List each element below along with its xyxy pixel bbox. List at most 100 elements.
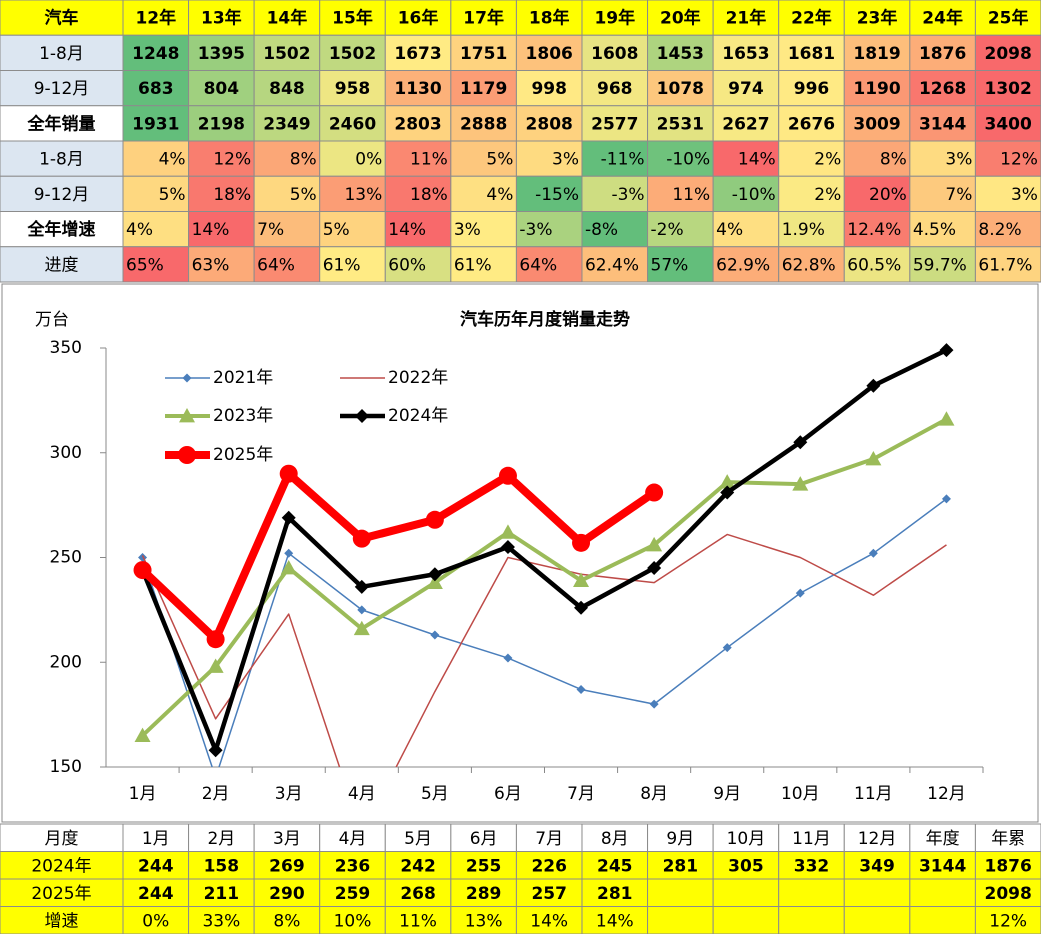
cell-text: 11% [410, 150, 448, 170]
cell-text: 4% [716, 220, 743, 240]
row-label: 9-12月 [34, 185, 90, 205]
header-cell [253, 823, 321, 852]
table-cell [0, 105, 124, 142]
cell-text: 1673 [394, 44, 441, 64]
table-cell [319, 34, 386, 71]
cell-text: 62.4% [585, 255, 639, 275]
marker [498, 466, 517, 485]
row-label: 全年增速 [27, 219, 96, 240]
cell-text: 3% [945, 150, 972, 170]
table-cell [974, 105, 1041, 142]
cell-text: 18% [213, 185, 251, 205]
header-cell [909, 0, 976, 36]
table-cell [647, 34, 714, 71]
chart-frame [1, 283, 1039, 823]
table-cell [581, 246, 649, 283]
marker [206, 630, 225, 649]
header-cell [778, 823, 845, 852]
table-cell [253, 246, 321, 283]
y-tick-label: 200 [50, 652, 82, 672]
x-tick-label: 1月 [129, 784, 157, 804]
table-cell [647, 878, 714, 907]
header-text: 15年 [332, 8, 373, 29]
table-cell [843, 906, 911, 934]
table-cell [778, 878, 845, 907]
cell-text: 996 [794, 79, 830, 99]
header-cell [843, 0, 911, 36]
cell-text: 8.2% [978, 220, 1021, 240]
legend-label: 2023年 [213, 406, 273, 426]
marker [868, 548, 878, 558]
table-cell [384, 140, 452, 177]
header-cell [647, 0, 714, 36]
cell-text: 0% [355, 150, 382, 170]
header-text: 7月 [535, 829, 563, 849]
table-cell [712, 140, 780, 177]
cell-text: 1931 [132, 114, 179, 134]
table-cell [384, 851, 452, 880]
marker [719, 474, 736, 489]
cell-text: 281 [663, 856, 699, 876]
cell-text: 14% [596, 911, 634, 931]
marker [720, 485, 735, 500]
table-cell [515, 34, 583, 71]
cell-text: 64% [519, 255, 557, 275]
header-cell [843, 823, 911, 852]
table-cell [188, 105, 255, 142]
cell-text: 18% [410, 185, 448, 205]
marker [284, 548, 294, 558]
header-text: 18年 [529, 8, 570, 29]
cell-text: 2349 [263, 114, 310, 134]
header-cell [384, 823, 452, 852]
header-text: 月度 [45, 829, 79, 849]
marker [865, 451, 882, 466]
row-label: 全年销量 [27, 113, 96, 134]
table-cell [188, 34, 255, 71]
cell-text: 998 [531, 79, 567, 99]
header-text: 23年 [857, 8, 898, 29]
header-text: 9月 [666, 829, 694, 849]
header-text: 8月 [601, 829, 629, 849]
table-cell [515, 246, 583, 283]
cell-text: 2098 [985, 884, 1032, 904]
cell-text: 3% [552, 150, 579, 170]
table-cell [253, 906, 321, 934]
table-cell [253, 878, 321, 907]
table-cell [909, 878, 976, 907]
series-line [139, 469, 657, 644]
table-cell [843, 34, 911, 71]
table-cell [712, 34, 780, 71]
table-cell [712, 105, 780, 142]
x-tick-label: 11月 [854, 784, 893, 804]
cell-text: 60% [388, 255, 426, 275]
header-text: 24年 [922, 8, 963, 29]
table-cell [581, 105, 649, 142]
table-cell [122, 140, 190, 177]
header-cell [515, 0, 583, 36]
header-text: 6月 [470, 829, 498, 849]
x-tick-label: 6月 [494, 784, 522, 804]
cell-text: -15% [535, 185, 579, 205]
legend-label: 2021年 [213, 368, 273, 388]
header-text: 11月 [792, 829, 831, 849]
table-cell [188, 175, 255, 212]
table-cell [581, 211, 649, 248]
cell-text: 20% [869, 185, 907, 205]
table-cell [581, 34, 649, 71]
header-cell [319, 0, 386, 36]
table-cell [778, 34, 845, 71]
header-cell [712, 0, 780, 36]
cell-text: 3009 [853, 114, 900, 134]
cell-text: -11% [601, 150, 645, 170]
marker [134, 727, 151, 742]
table-cell [647, 70, 714, 107]
cell-text: 1502 [329, 44, 376, 64]
marker [795, 588, 805, 598]
cell-text: 14% [388, 220, 426, 240]
table-cell [974, 70, 1041, 107]
cell-text: 349 [859, 856, 895, 876]
table-cell [581, 851, 649, 880]
marker [938, 411, 955, 426]
table-cell [122, 246, 190, 283]
table-cell [647, 140, 714, 177]
